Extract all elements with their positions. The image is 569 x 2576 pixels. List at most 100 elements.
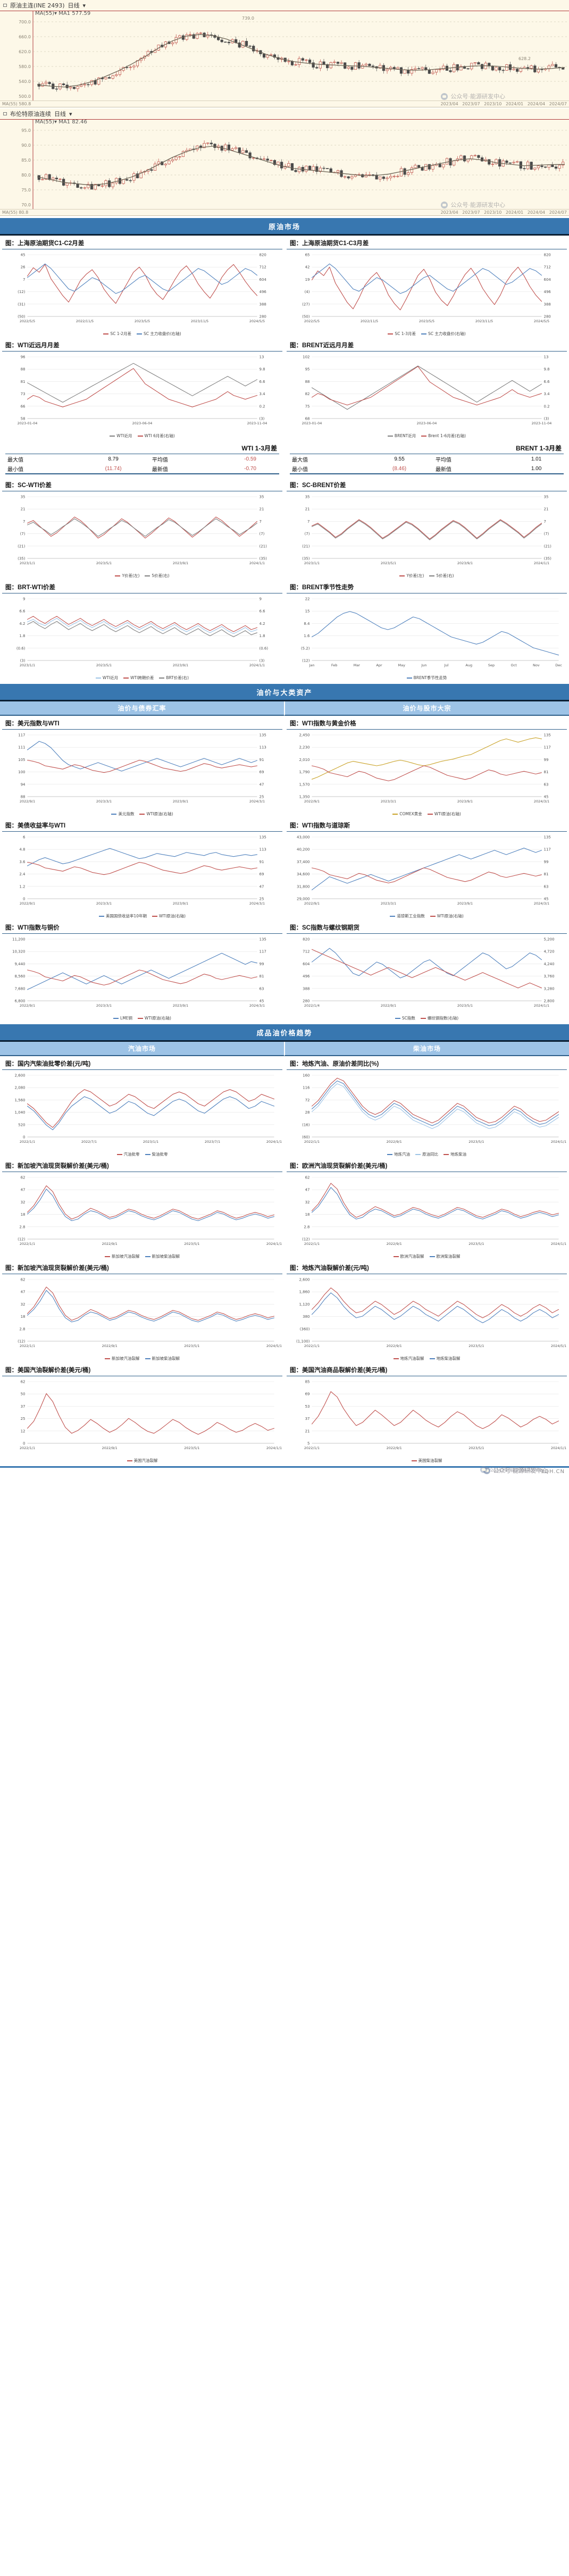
legend-label: 地炼汽油: [394, 1152, 410, 1157]
svg-text:2022/5/5: 2022/5/5: [20, 319, 35, 323]
macro-row-1: 图：美元指数与WTI 117 111 105 100 94 88 135 113 91 69 47 2…: [0, 716, 569, 818]
chart-legend: SC 1-3月差 SC 主力收盘价(右轴): [287, 330, 567, 337]
chart-box-sc-brent[interactable]: 35 21 7 (7) (21) (35) 35 21 7 (7) (21) (35) 2023/1/1…: [287, 492, 567, 579]
svg-text:117: 117: [260, 950, 266, 954]
svg-text:(27): (27): [302, 302, 310, 306]
svg-text:2022/1/1: 2022/1/1: [304, 1446, 320, 1450]
stat-value-latest: -0.70: [221, 464, 279, 474]
svg-text:2022/5/5: 2022/5/5: [304, 319, 320, 323]
legend-label: WTI原油(右轴): [144, 1016, 171, 1021]
svg-text:712: 712: [544, 265, 551, 270]
chart-box-brent-season[interactable]: 22 15 8.4 1.6 (5.2) (12) Jan Feb Mar Apr May Jun Jul…: [287, 595, 567, 681]
legend-label: 美国汽油裂解: [133, 1458, 158, 1463]
chart-box-brent-spread[interactable]: 102 95 88 82 75 68 13 9.8 6.6 3.4 0.2 (3) 2023-01-04…: [287, 353, 567, 439]
svg-text:520: 520: [18, 1123, 25, 1127]
svg-text:660.0: 660.0: [19, 35, 31, 39]
legend-label: 汽油批零: [123, 1152, 140, 1157]
legend-swatch: [388, 333, 394, 334]
svg-text:2022/1/1: 2022/1/1: [304, 1140, 320, 1144]
stat-label-min-b: 最小值: [290, 464, 366, 474]
legend-item: 地炼汽油裂解: [393, 1356, 424, 1361]
legend-label: 美元指数: [118, 812, 135, 816]
svg-text:700.0: 700.0: [19, 20, 31, 24]
chart-box-dji[interactable]: 43,000 40,200 37,400 34,600 31,800 29,000 135 1…: [287, 833, 567, 919]
chart-legend: Y价差(左) 5价差(右): [287, 572, 567, 579]
legend-item: WTI近月: [110, 433, 132, 439]
svg-text:Feb: Feb: [331, 663, 338, 667]
series-line: [27, 1286, 275, 1321]
chart-box-eu-crack[interactable]: 62 47 32 18 2.8 (12) 2022/1/1 2022/9/1 2023/5/1 2…: [287, 1173, 567, 1259]
chart-box-copper[interactable]: 11,200 10,320 9,440 8,560 7,680 6,800 135 117 99…: [2, 935, 282, 1021]
svg-text:21: 21: [21, 507, 26, 512]
legend-label: 螺纹钢指数(右轴): [427, 1016, 459, 1021]
legend-label: SC 主力收盘价(右轴): [143, 331, 181, 336]
legend-swatch: [406, 677, 412, 679]
svg-text:111: 111: [18, 746, 25, 750]
chart-box-dxy[interactable]: 117 111 105 100 94 88 135 113 91 69 47 25 2022/9/1 20…: [2, 731, 282, 817]
legend-label: 新加坡汽油裂解: [112, 1254, 140, 1259]
svg-text:35: 35: [21, 495, 26, 499]
chart-box-us-gaso[interactable]: 62 50 37 25 12 0 2022/1/1 2022/9/1 2023/5/1 2024/…: [2, 1377, 282, 1463]
terminal-period-sc[interactable]: 日线: [68, 2, 80, 9]
svg-text:(0.6): (0.6): [260, 646, 269, 650]
chart-box-wti-spread[interactable]: 96 88 81 73 66 58 13 9.8 6.6 3.4 0.2 (3) 2023-01-04 2…: [2, 353, 282, 439]
chart-box-brt-wti[interactable]: 9 6.6 4.2 1.8 (0.6) (3) 9 6.6 4.2 1.8 (0.6) (3) 2023…: [2, 595, 282, 681]
svg-text:9.8: 9.8: [260, 367, 265, 372]
legend-label: WTI近月: [102, 675, 119, 680]
svg-text:2022/1/1: 2022/1/1: [20, 1140, 35, 1144]
svg-text:42: 42: [305, 265, 310, 270]
chart-box-retail-spread[interactable]: 2,600 2,080 1,560 1,040 520 0 2022/1/1 2022/7/1…: [2, 1071, 282, 1157]
svg-text:2023/5/1: 2023/5/1: [184, 1242, 199, 1246]
chart-box-teapot-crack[interactable]: 2,600 1,860 1,120 380 (360) (1,100) 2022/1/1 20…: [287, 1275, 567, 1361]
svg-text:2023/9/1: 2023/9/1: [173, 901, 188, 906]
chart-title-brt-wti: 图：BRT-WTI价差: [2, 581, 282, 593]
svg-text:496: 496: [544, 290, 551, 294]
svg-text:1.8: 1.8: [19, 634, 25, 638]
chevron-down-icon[interactable]: ▾: [82, 2, 86, 9]
svg-text:135: 135: [260, 733, 266, 738]
chart-box-rebar[interactable]: 820 712 604 496 388 280 5,200 4,720 4,240 3,760 3,…: [287, 935, 567, 1021]
chart-cell-wti-spread: 图：WTI近远月月差 96 88 81 73 66 58 13 9.8 6.6 3.4 0.2 (3)…: [0, 338, 284, 440]
svg-text:2,800: 2,800: [544, 999, 555, 1003]
terminal-chart-brent[interactable]: 95.0 90.0 85.0 80.0 75.0 70.0: [0, 120, 569, 209]
svg-text:280: 280: [260, 315, 266, 319]
chart-box-us-diesel[interactable]: 85 69 53 37 21 5 2022/1/1 2022/9/1 2023/5/1 2024/…: [287, 1377, 567, 1463]
legend-swatch: [444, 1153, 449, 1155]
legend-swatch: [393, 1256, 399, 1257]
legend-label: 新加坡汽油裂解: [112, 1356, 140, 1361]
legend-swatch: [137, 435, 143, 437]
legend-swatch: [137, 1017, 143, 1019]
chart-box-sing-crack[interactable]: 62 47 32 18 2.8 (12) 2022/1/1 2022/9/1 2023/5/1 2…: [2, 1173, 282, 1259]
line-chart-svg: 820 712 604 496 388 280 5,200 4,720 4,240 3,760 3,…: [303, 938, 555, 1008]
table-row: 最小值 (11.74) 最新值 -0.70: [5, 464, 279, 474]
series-line: [27, 1290, 275, 1323]
svg-text:62: 62: [305, 1176, 310, 1180]
svg-text:5,200: 5,200: [544, 938, 555, 942]
stat-label-avg-b: 平均值: [435, 457, 451, 463]
chart-box-sc-c1c3[interactable]: 65 42 19 (4) (27) (50) 820 712 604 496 388 280 2022/…: [287, 250, 567, 337]
chart-title-gold: 图：WTI指数与黄金价格: [287, 717, 567, 730]
svg-text:2022/9/1: 2022/9/1: [387, 1344, 402, 1348]
terminal-chart-sc[interactable]: 700.0 660.0 620.0 580.0 540.0 500.0 739.0 6…: [0, 11, 569, 101]
chart-cell-brt-wti: 图：BRT-WTI价差 9 6.6 4.2 1.8 (0.6) (3) 9 6.6 4.2 1.8…: [0, 580, 284, 682]
series-line: [311, 1183, 559, 1218]
svg-text:2023/5/1: 2023/5/1: [96, 663, 112, 667]
line-chart-svg: 35217(7)(21)(35)35217(7)(21)(35)2023/1/1…: [302, 495, 551, 566]
chart-box-sc-wti[interactable]: 35 21 7 (7) (21) (35) 35 21 7 (7) (21) (35) 2023/1/1…: [2, 492, 282, 579]
svg-text:2023-01-04: 2023-01-04: [302, 421, 322, 425]
line-chart-svg: 96 88 81 73 66 58 13 9.8 6.6 3.4 0.2 (3) 2023-01-04 2…: [18, 355, 267, 426]
legend-item: 道琼斯工业指数: [390, 913, 425, 919]
svg-text:Mar: Mar: [354, 663, 361, 667]
svg-text:2023/5/1: 2023/5/1: [184, 1344, 199, 1348]
candlestick-svg-sc: 700.0 660.0 620.0 580.0 540.0 500.0 739.0 6…: [0, 11, 569, 101]
chart-box-sing-crack-2[interactable]: 62 47 32 18 2.8 (12) 2022/1/1 2022/9/1 2023/5/1 2…: [2, 1275, 282, 1361]
svg-text:1,790: 1,790: [299, 770, 309, 774]
legend-swatch: [429, 1256, 435, 1257]
chart-box-teapot-yoy[interactable]: 160 116 72 28 (16) (60) 2022/1/1 2022/9/1 2023/5…: [287, 1071, 567, 1157]
chevron-down-icon-2[interactable]: ▾: [69, 110, 72, 118]
chart-box-gold[interactable]: 2,450 2,230 2,010 1,790 1,570 1,350 135 117 99 81…: [287, 731, 567, 817]
terminal-period-brent[interactable]: 日线: [54, 111, 66, 118]
chart-box-sc-c1c2[interactable]: 45 26 7 (12) (31) (50) 820 712 604 496 388 280 2022/…: [2, 250, 282, 337]
series-line: [27, 969, 258, 985]
chart-box-ust[interactable]: 6 4.8 3.6 2.4 1.2 0 135 113 91 69 47 25 2022/9/1 2023…: [2, 833, 282, 919]
